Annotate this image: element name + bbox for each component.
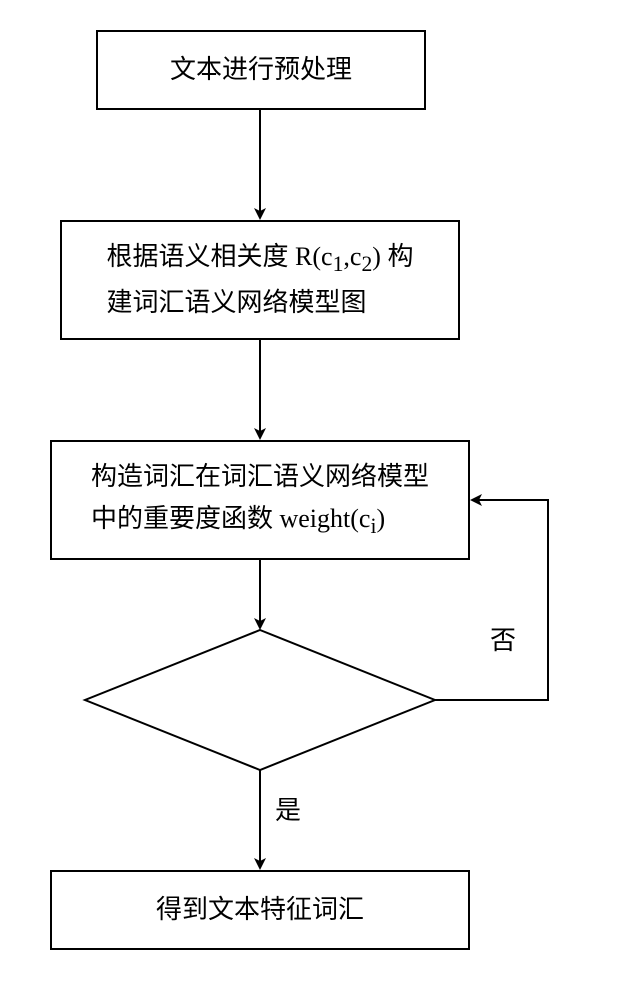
edge-label-yes: 是 xyxy=(275,790,301,827)
edge-label-no: 否 xyxy=(490,620,516,657)
node-decision-text: weight(ci)>y xyxy=(160,686,360,721)
node-build-model-text: 根据语义相关度 R(c1,c2) 构 建词汇语义网络模型图 xyxy=(91,228,430,331)
node-preprocess-text: 文本进行预处理 xyxy=(154,41,368,99)
node-weight-function: 构造词汇在词汇语义网络模型 中的重要度函数 weight(ci) xyxy=(50,440,470,560)
node-build-model: 根据语义相关度 R(c1,c2) 构 建词汇语义网络模型图 xyxy=(60,220,460,340)
node-result: 得到文本特征词汇 xyxy=(50,870,470,950)
node-preprocess: 文本进行预处理 xyxy=(96,30,426,110)
node-result-text: 得到文本特征词汇 xyxy=(140,881,380,939)
flowchart-canvas: 文本进行预处理 根据语义相关度 R(c1,c2) 构 建词汇语义网络模型图 构造… xyxy=(0,0,643,1000)
node-weight-function-text: 构造词汇在词汇语义网络模型 中的重要度函数 weight(ci) xyxy=(75,448,445,551)
